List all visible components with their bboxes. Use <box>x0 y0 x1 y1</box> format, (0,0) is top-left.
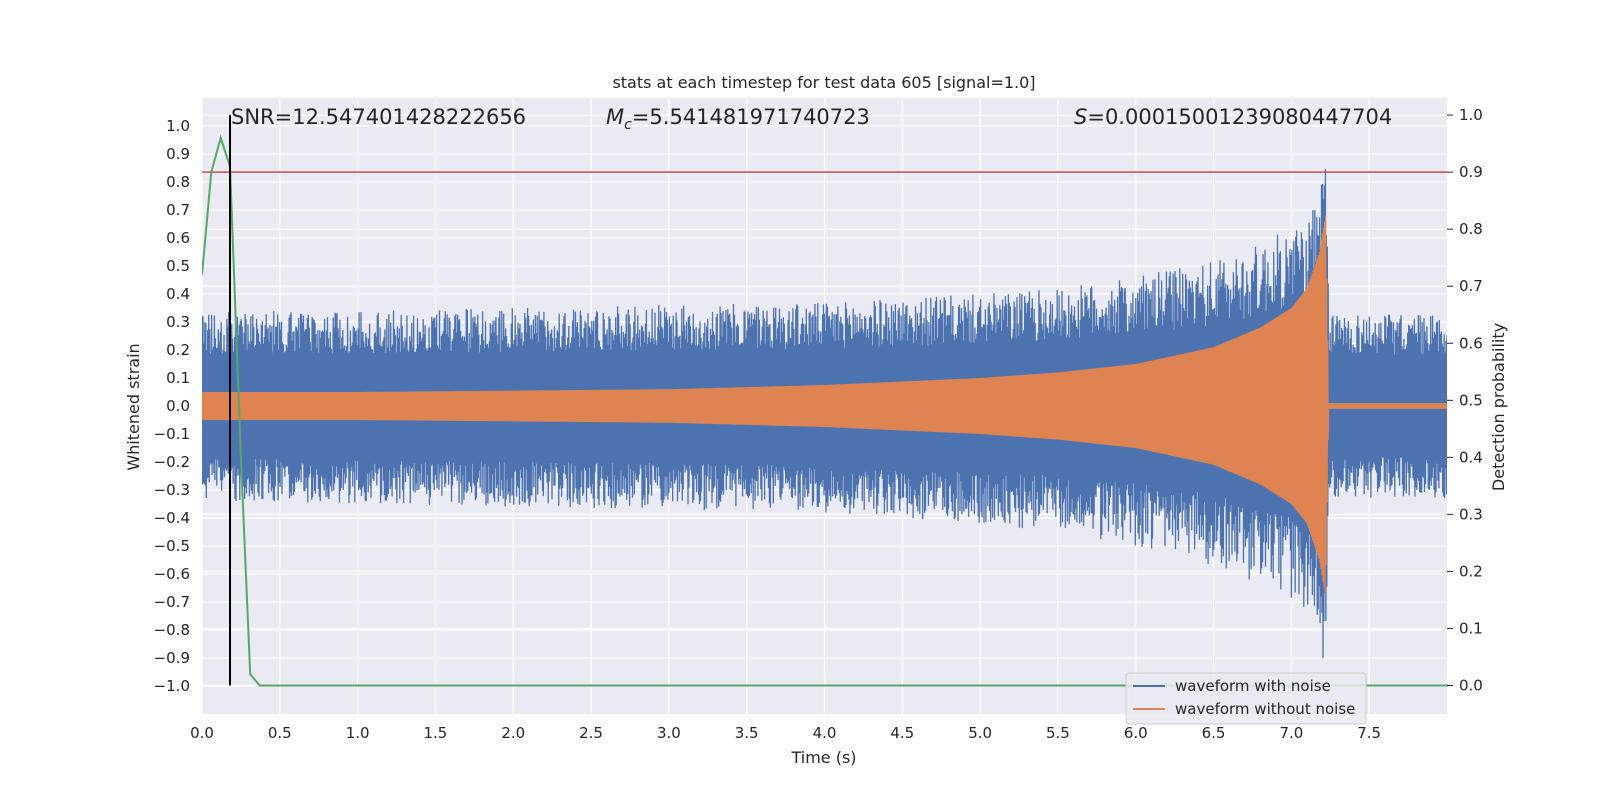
legend-label-noise: waveform with noise <box>1175 677 1331 695</box>
y-tick-label: 0.3 <box>166 313 190 331</box>
y-axis-right: 1.0 0.9 0.8 0.7 0.6 0.5 0.4 0.3 0.2 0.1 0.0 <box>1447 106 1483 694</box>
y-axis-right-label: Detection probability <box>1489 323 1508 491</box>
y-right-tick-label: 0.5 <box>1459 391 1483 409</box>
y-right-tick-label: 0.9 <box>1459 163 1483 181</box>
x-tick-label: 0.5 <box>268 724 292 742</box>
y-right-tick-label: 0.1 <box>1459 619 1483 637</box>
y-tick-label: 0.5 <box>166 257 190 275</box>
x-tick-label: 6.0 <box>1124 724 1148 742</box>
y-tick-label: −0.6 <box>154 565 190 583</box>
x-tick-label: 7.0 <box>1279 724 1303 742</box>
y-right-tick-label: 0.8 <box>1459 220 1483 238</box>
y-tick-label: −0.9 <box>154 649 190 667</box>
x-tick-label: 1.0 <box>346 724 370 742</box>
y-right-tick-label: 0.7 <box>1459 277 1483 295</box>
x-axis-label: Time (s) <box>790 748 856 767</box>
y-axis-left: 1.0 0.9 0.8 0.7 0.6 0.5 0.4 0.3 0.2 0.1 0.0 −0.1 −0.… <box>154 117 190 695</box>
series-detection-probability <box>202 134 1447 687</box>
snr-annotation: SNR=12.547401428222656 <box>231 105 526 129</box>
legend: waveform with noise waveform without noi… <box>1125 672 1367 725</box>
x-tick-label: 6.5 <box>1202 724 1226 742</box>
y-right-tick-label: 0.4 <box>1459 448 1483 466</box>
x-tick-label: 3.5 <box>735 724 759 742</box>
y-axis-label: Whitened strain <box>124 343 143 470</box>
chirp-mass-annotation: Mc=5.541481971740723 <box>606 105 870 133</box>
y-tick-label: −0.3 <box>154 481 190 499</box>
y-tick-label: −0.1 <box>154 425 190 443</box>
legend-box <box>1125 672 1367 725</box>
x-tick-label: 4.0 <box>813 724 837 742</box>
x-tick-label: 4.5 <box>890 724 914 742</box>
x-tick-label: 5.5 <box>1046 724 1070 742</box>
y-right-tick-label: 0.2 <box>1459 562 1483 580</box>
y-right-tick-label: 0.0 <box>1459 676 1483 694</box>
x-tick-label: 7.5 <box>1357 724 1381 742</box>
y-right-tick-label: 0.3 <box>1459 505 1483 523</box>
x-tick-label: 2.5 <box>579 724 603 742</box>
y-tick-label: 0.4 <box>166 285 190 303</box>
x-tick-label: 2.0 <box>501 724 525 742</box>
series-waveform-without-noise <box>202 215 1447 594</box>
x-tick-label: 3.0 <box>657 724 681 742</box>
x-tick-label: 5.0 <box>968 724 992 742</box>
y-right-tick-label: 1.0 <box>1459 106 1483 124</box>
s-annotation: S=0.00015001239080447704 <box>1074 105 1392 129</box>
y-tick-label: −0.2 <box>154 453 190 471</box>
y-tick-label: 0.9 <box>166 145 190 163</box>
x-tick-label: 1.5 <box>424 724 448 742</box>
y-right-tick-label: 0.6 <box>1459 334 1483 352</box>
y-tick-label: 1.0 <box>166 117 190 135</box>
y-tick-label: 0.8 <box>166 173 190 191</box>
y-tick-label: 0.7 <box>166 201 190 219</box>
y-tick-label: 0.2 <box>166 341 190 359</box>
plot-area <box>202 115 1447 687</box>
y-tick-label: −0.4 <box>154 509 190 527</box>
y-tick-label: 0.6 <box>166 229 190 247</box>
y-tick-label: 0.0 <box>166 397 190 415</box>
y-tick-label: −0.5 <box>154 537 190 555</box>
y-tick-label: 0.1 <box>166 369 190 387</box>
x-tick-label: 0.0 <box>190 724 214 742</box>
y-tick-label: −0.8 <box>154 621 190 639</box>
x-axis: 0.0 0.5 1.0 1.5 2.0 2.5 3.0 3.5 4.0 4.5 5.0 5.5 6.0 6… <box>190 724 1381 742</box>
chart-title: stats at each timestep for test data 605… <box>612 73 1035 92</box>
y-tick-label: −1.0 <box>154 677 190 695</box>
legend-label-clean: waveform without noise <box>1175 700 1355 718</box>
y-tick-label: −0.7 <box>154 593 190 611</box>
